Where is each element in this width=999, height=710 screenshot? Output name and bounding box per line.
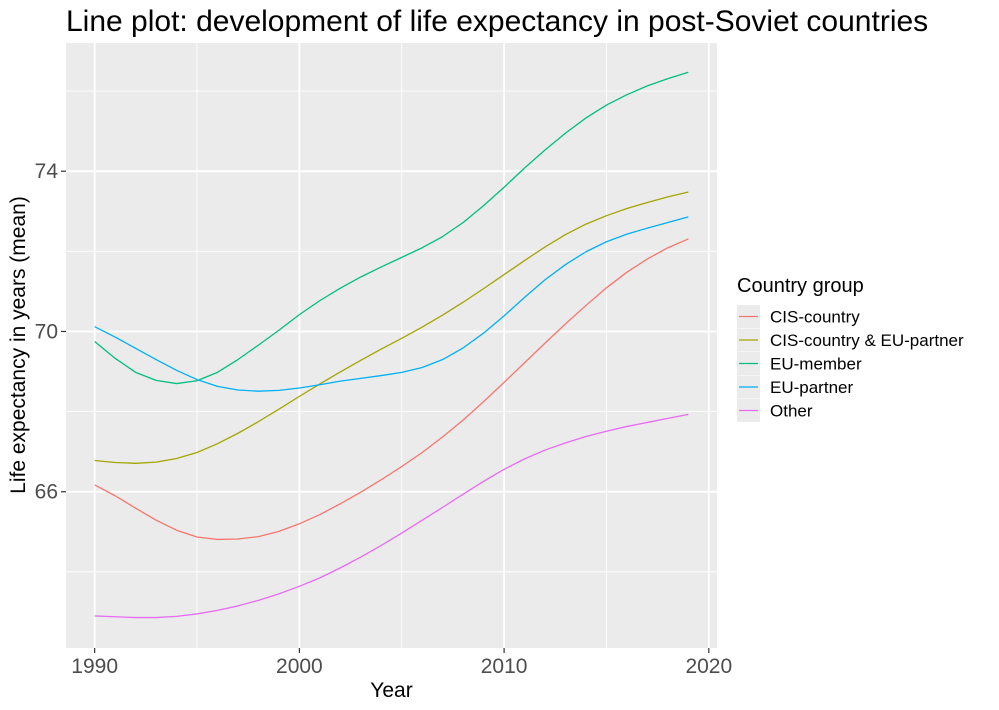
y-axis-title: Life expectancy in years (mean) (7, 196, 30, 494)
legend-title: Country group (737, 275, 864, 297)
legend-label-eu-partner: EU-partner (770, 378, 853, 397)
series-line-cis-country-eu-partner (94, 191, 689, 464)
y-tick-label: 74 (35, 160, 59, 183)
legend-label-other: Other (770, 402, 813, 421)
legend-label-cis-country: CIS-country (770, 308, 860, 327)
major-gridlines (66, 43, 717, 648)
legend-label-eu-member: EU-member (770, 355, 862, 374)
x-axis-ticks: 1990 2000 2010 2020 (71, 648, 732, 678)
x-axis-title: Year (370, 679, 412, 702)
y-axis-ticks: 66 70 74 (35, 160, 66, 504)
minor-gridlines (66, 43, 717, 648)
chart-title: Line plot: development of life expectanc… (66, 5, 928, 38)
legend-label-cis-country-eu-partner: CIS-country & EU-partner (770, 331, 964, 350)
series-line-eu-partner (94, 216, 689, 392)
series-line-cis-country (94, 238, 689, 541)
plot-panel (66, 43, 717, 648)
legend: CIS-country CIS-country & EU-partner EU-me… (737, 305, 964, 422)
series-line-other (94, 413, 689, 619)
series-line-eu-member (94, 71, 689, 385)
x-tick-label: 1990 (71, 655, 118, 678)
x-tick-label: 2010 (481, 655, 528, 678)
y-tick-label: 70 (35, 320, 58, 343)
x-tick-label: 2000 (276, 655, 323, 678)
series-lines (94, 71, 689, 619)
x-tick-label: 2020 (685, 655, 732, 678)
y-tick-label: 66 (35, 481, 58, 504)
